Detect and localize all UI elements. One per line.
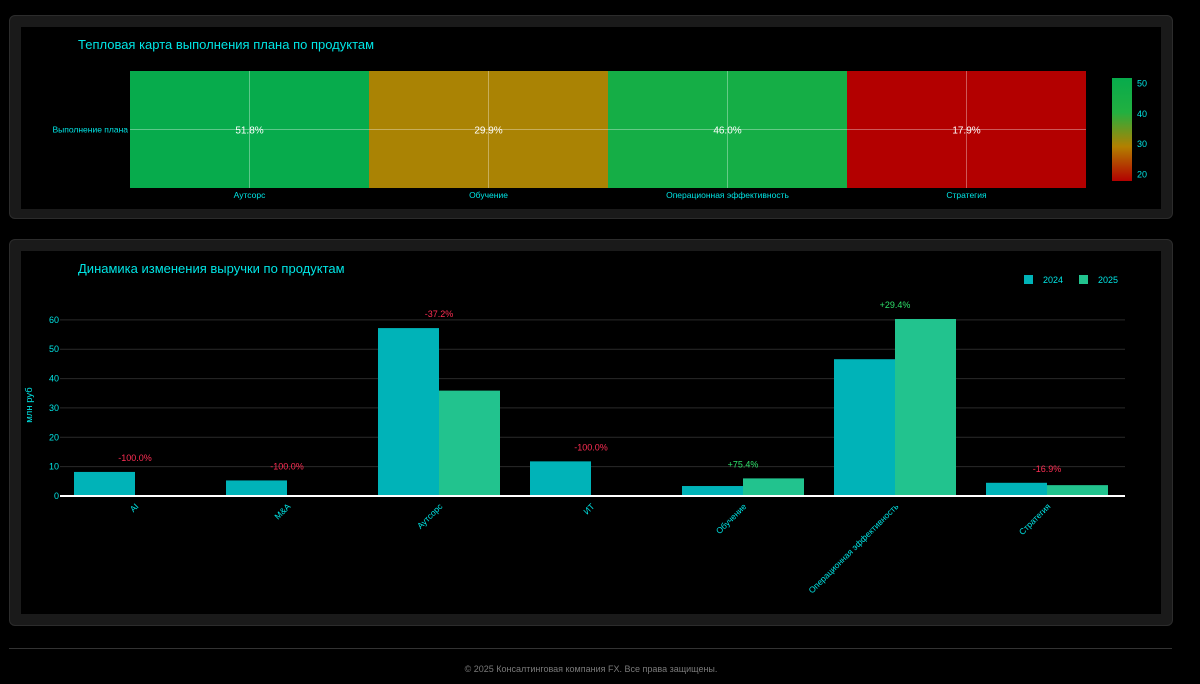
bar-2025 (1047, 485, 1108, 496)
bar-2025 (439, 390, 500, 496)
footer-divider (9, 648, 1172, 649)
heatmap-plot-area: Тепловая карта выполнения плана по проду… (21, 27, 1161, 209)
heatmap-cell-label: 46.0% (713, 126, 741, 137)
x-tick-label: ИТ (581, 501, 596, 516)
heatmap-x-tick-label: Операционная эффективность (666, 190, 789, 200)
footer-copyright: © 2025 Консалтинговая компания FX. Все п… (464, 664, 718, 674)
y-tick-label: 30 (49, 403, 59, 413)
heatmap-x-tick-label: Аутсорс (234, 190, 266, 200)
bar-2024 (682, 486, 743, 496)
change-label: -16.9% (1033, 464, 1062, 474)
bar-2024 (74, 471, 135, 496)
legend-swatch-2025 (1079, 275, 1088, 284)
revenue-bar-chart: Динамика изменения выручки по продуктам 0… (24, 261, 1125, 595)
heatmap-cell-label: 17.9% (952, 126, 980, 137)
heatmap-cell-label: 29.9% (474, 126, 502, 137)
heatmap-x-tick-label: Обучение (469, 190, 508, 200)
legend-swatch-2024 (1024, 275, 1033, 284)
heatmap-colorbar (1112, 78, 1132, 181)
bar-2024 (378, 328, 439, 496)
bar-2024 (530, 461, 591, 496)
heatmap-title: Тепловая карта выполнения плана по проду… (78, 37, 374, 52)
x-tick-label: Обучение (714, 501, 749, 536)
change-label: +29.4% (880, 300, 911, 310)
y-axis-label: млн руб (24, 387, 35, 423)
legend-label-2025: 2025 (1098, 275, 1118, 285)
bar-2024 (834, 359, 895, 496)
x-tick-label: Аутсорс (415, 501, 445, 531)
heatmap-panel: Тепловая карта выполнения плана по проду… (9, 15, 1173, 219)
heatmap-cell (369, 71, 608, 188)
x-tick-label: AI (128, 501, 141, 514)
heatmap-y-tick-label: Выполнение плана (52, 125, 128, 135)
heatmap-cell (608, 71, 847, 188)
bar-2025 (743, 478, 804, 496)
bar-2024 (226, 480, 287, 496)
heatmap-cell (847, 71, 1086, 188)
x-tick-label: M&A (272, 501, 292, 521)
change-label: -37.2% (425, 309, 454, 319)
heatmap-chart: Тепловая карта выполнения плана по проду… (52, 37, 1147, 200)
heatmap-x-tick-label: Стратегия (946, 190, 987, 200)
change-label: -100.0% (574, 442, 608, 452)
colorbar-tick-label: 30 (1137, 139, 1147, 149)
heatmap-cell (130, 71, 369, 188)
y-tick-label: 0 (54, 491, 59, 501)
legend-label-2024: 2024 (1043, 275, 1063, 285)
bar-2025 (895, 318, 956, 496)
y-tick-label: 20 (49, 432, 59, 442)
heatmap-cell-label: 51.8% (235, 126, 263, 137)
x-tick-label: Операционная эффективность (806, 501, 900, 595)
y-tick-label: 40 (49, 374, 59, 384)
colorbar-tick-label: 20 (1137, 170, 1147, 180)
colorbar-tick-label: 40 (1137, 109, 1147, 119)
y-tick-label: 60 (49, 315, 59, 325)
revenue-plot-area: Динамика изменения выручки по продуктам 0… (21, 251, 1161, 614)
change-label: -100.0% (118, 453, 152, 463)
colorbar-tick-label: 50 (1137, 78, 1147, 88)
bar-chart-title: Динамика изменения выручки по продуктам (78, 261, 345, 276)
x-tick-label: Стратегия (1017, 501, 1053, 537)
revenue-panel: Динамика изменения выручки по продуктам 0… (9, 239, 1173, 626)
bar-2024 (986, 482, 1047, 496)
y-tick-label: 10 (49, 462, 59, 472)
y-tick-label: 50 (49, 344, 59, 354)
change-label: -100.0% (270, 461, 304, 471)
change-label: +75.4% (728, 459, 759, 469)
